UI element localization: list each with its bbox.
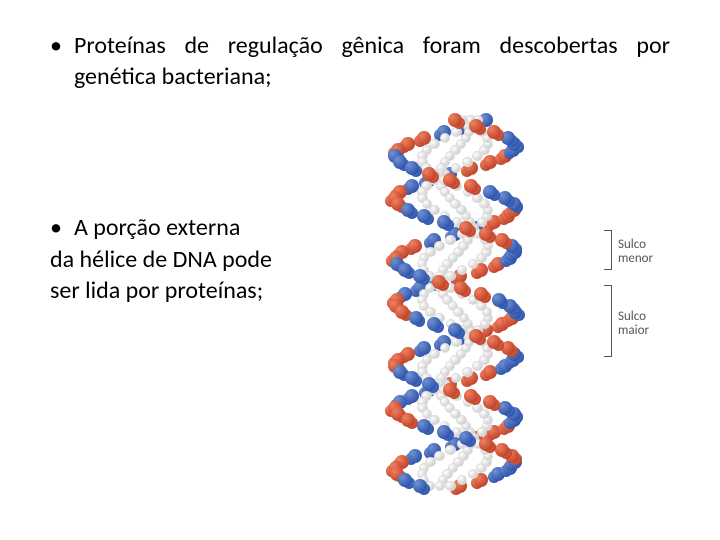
- dna-helix: [385, 120, 525, 490]
- atom: [398, 263, 412, 277]
- atom: [408, 239, 422, 253]
- bracket-minor: [604, 230, 612, 270]
- atom: [413, 269, 427, 283]
- atom: [451, 163, 462, 174]
- atom: [451, 373, 462, 384]
- atom: [443, 173, 457, 187]
- atom: [427, 317, 441, 331]
- atom: [434, 241, 445, 252]
- bullet2-line1: A porção externa: [74, 212, 240, 243]
- atom: [459, 221, 473, 235]
- atom: [405, 371, 419, 385]
- label-minor-line1: Sulco: [618, 237, 646, 252]
- atom: [495, 443, 509, 457]
- atom: [401, 413, 415, 427]
- bullet-item-2: • A porção externa da hélice de DNA pode…: [50, 212, 330, 306]
- bullet-mark: •: [50, 30, 62, 61]
- atom: [409, 311, 423, 325]
- bullet-mark: •: [50, 212, 62, 243]
- label-minor-line2: menor: [618, 251, 653, 266]
- atom: [435, 481, 446, 492]
- bullet2-line2: da hélice de DNA pode: [50, 244, 330, 275]
- atom: [445, 235, 456, 246]
- dna-figure: Sulco menor Sulco maior: [340, 120, 670, 500]
- atom: [440, 343, 451, 354]
- atom: [448, 113, 462, 127]
- atom: [454, 281, 468, 295]
- atom: [448, 323, 462, 337]
- atom: [434, 451, 445, 462]
- atom: [479, 227, 493, 241]
- atom: [462, 157, 473, 168]
- atom: [398, 473, 412, 487]
- label-major-line2: maior: [618, 323, 649, 338]
- slide-container: • Proteínas de regulação gênica foram de…: [0, 0, 720, 540]
- atom: [459, 431, 473, 445]
- atom: [405, 161, 419, 175]
- label-text-minor: Sulco menor: [618, 238, 670, 267]
- atom: [401, 203, 415, 217]
- atom: [495, 233, 509, 247]
- label-text-major: Sulco maior: [618, 310, 670, 339]
- bullet-item-1: • Proteínas de regulação gênica foram de…: [50, 30, 670, 92]
- atom: [492, 293, 506, 307]
- atom: [440, 133, 451, 144]
- groove-labels: Sulco menor Sulco maior: [530, 120, 670, 490]
- bullet1-text: Proteínas de regulação gênica foram desc…: [74, 30, 670, 92]
- atom: [462, 367, 473, 378]
- atom: [469, 329, 483, 343]
- bullet2-line3: ser lida por proteínas;: [50, 275, 330, 306]
- atom: [408, 449, 422, 463]
- atom: [453, 307, 464, 318]
- label-major-line1: Sulco: [618, 309, 646, 324]
- atom: [413, 479, 427, 493]
- atom: [469, 119, 483, 133]
- atom: [479, 437, 493, 451]
- atom: [445, 445, 456, 456]
- atom: [443, 383, 457, 397]
- bracket-major: [604, 285, 612, 357]
